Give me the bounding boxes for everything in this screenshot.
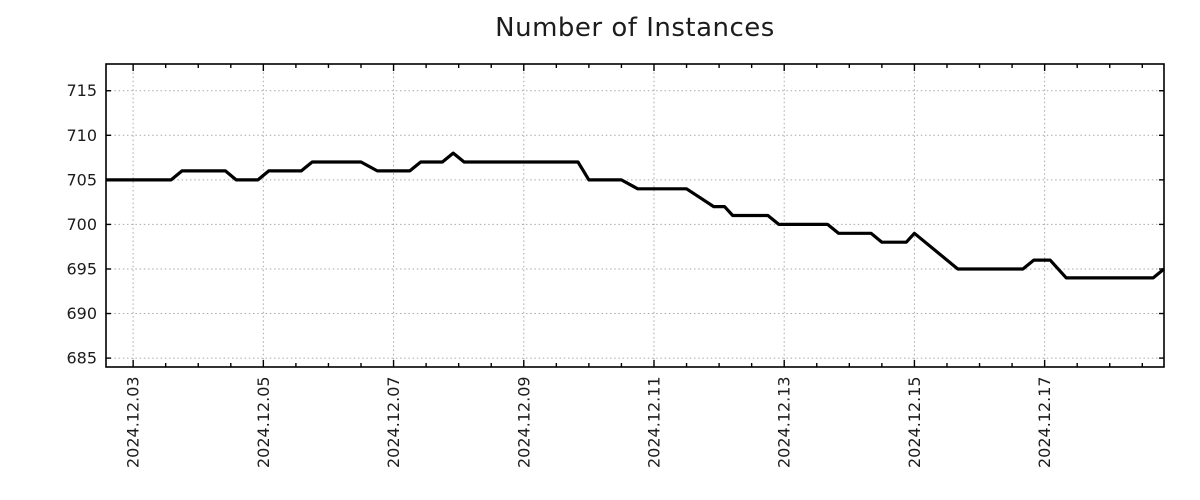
x-tick-label: 2024.12.07 <box>384 376 403 468</box>
y-tick-label: 695 <box>66 259 97 278</box>
y-tick-label: 700 <box>66 215 97 234</box>
x-tick-label: 2024.12.13 <box>775 376 794 468</box>
y-tick-label: 690 <box>66 304 97 323</box>
x-tick-label: 2024.12.17 <box>1035 376 1054 468</box>
x-tick-label: 2024.12.05 <box>254 376 273 468</box>
chart-title: Number of Instances <box>495 13 775 43</box>
x-tick-label: 2024.12.03 <box>124 376 143 468</box>
plot-border <box>105 63 1165 368</box>
x-tick-label: 2024.12.09 <box>514 376 533 468</box>
y-tick-label: 715 <box>66 81 97 100</box>
y-tick-label: 705 <box>66 170 97 189</box>
y-tick-label: 685 <box>66 349 97 368</box>
y-tick-label: 710 <box>66 126 97 145</box>
series-line <box>106 151 1166 280</box>
x-tick-label: 2024.12.11 <box>644 376 663 468</box>
x-tick-label: 2024.12.15 <box>905 376 924 468</box>
